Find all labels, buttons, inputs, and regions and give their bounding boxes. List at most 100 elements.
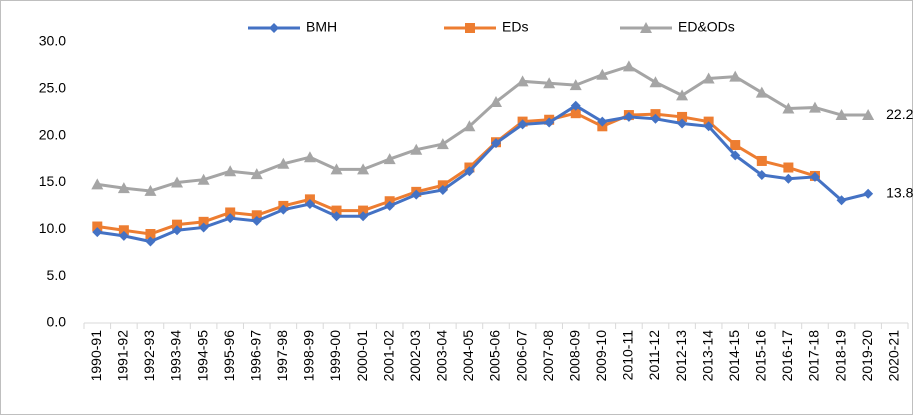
x-tick-label: 1998-99 [301, 330, 317, 382]
point [836, 195, 847, 206]
x-tick-label: 2002-03 [407, 330, 423, 382]
point [437, 184, 448, 195]
legend-label: EDs [502, 19, 528, 35]
x-tick-label: 2016-17 [779, 330, 795, 382]
x-tick-label: 2008-09 [566, 330, 582, 382]
y-tick-label: 10.0 [39, 220, 66, 236]
point [490, 95, 502, 107]
x-tick-label: 1991-92 [115, 330, 131, 382]
point [92, 221, 103, 232]
y-tick-label: 20.0 [39, 126, 66, 142]
point [544, 117, 555, 128]
x-tick-label: 2019-20 [859, 330, 875, 382]
x-tick-label: 2006-07 [513, 330, 529, 382]
x-tick-label: 2005-06 [487, 330, 503, 382]
point [783, 162, 794, 173]
point [225, 207, 236, 218]
x-tick-label: 2017-18 [806, 330, 822, 382]
point [358, 211, 369, 222]
point [198, 222, 209, 233]
legend-marker [465, 23, 475, 33]
point [622, 60, 635, 72]
point [650, 113, 661, 124]
point [117, 182, 130, 194]
point [145, 236, 156, 247]
point [357, 163, 370, 175]
x-tick-label: 2015-16 [753, 330, 769, 382]
point [517, 119, 528, 130]
point [224, 165, 237, 177]
point [250, 168, 263, 180]
x-tick-label: 2004-05 [460, 330, 476, 382]
point [411, 189, 422, 200]
point [729, 70, 742, 82]
point [436, 138, 449, 150]
point [730, 150, 741, 161]
point [144, 184, 157, 196]
x-tick-label: 1992-93 [141, 330, 157, 382]
point [596, 68, 609, 80]
legend-label: ED&ODs [678, 19, 735, 35]
point [835, 109, 848, 121]
point [118, 225, 129, 236]
point [118, 230, 129, 241]
point [863, 188, 874, 199]
x-tick-label: 2011-12 [646, 330, 662, 381]
x-tick-label: 2012-13 [673, 330, 689, 382]
point [463, 120, 476, 132]
legend-label: BMH [306, 19, 337, 35]
point [303, 151, 316, 163]
point [278, 204, 289, 215]
point [756, 155, 767, 166]
point [172, 219, 183, 230]
point [570, 100, 581, 111]
point [677, 111, 688, 122]
x-tick-label: 1995-96 [221, 330, 237, 382]
point [198, 216, 209, 227]
point [331, 211, 342, 222]
point [384, 200, 395, 211]
data-label: 13.8 [886, 184, 913, 200]
point [225, 213, 236, 224]
x-tick-label: 2003-04 [434, 330, 450, 382]
x-tick-label: 2001-02 [380, 330, 396, 382]
point [464, 166, 475, 177]
point [251, 210, 262, 221]
point [516, 75, 529, 87]
point [543, 77, 556, 89]
x-tick-label: 2018-19 [832, 330, 848, 382]
point [703, 121, 714, 132]
y-tick-label: 30.0 [39, 33, 66, 49]
point [809, 171, 820, 182]
x-tick-label: 1990-91 [88, 330, 104, 382]
point [358, 205, 369, 216]
series: 22.2 [91, 60, 914, 196]
x-tick-label: 2013-14 [699, 330, 715, 382]
x-tick-label: 1994-95 [194, 330, 210, 382]
point [862, 109, 875, 121]
point [172, 225, 183, 236]
x-tick-label: 2000-01 [354, 330, 370, 382]
point [623, 111, 634, 122]
point [756, 170, 767, 181]
series-line [97, 103, 869, 244]
point [91, 178, 104, 190]
point [331, 205, 342, 216]
point [330, 163, 343, 175]
x-tick-label: 2009-10 [593, 330, 609, 382]
x-tick-label: 1999-00 [327, 330, 343, 382]
point [569, 79, 582, 91]
x-tick-label: 1993-94 [168, 330, 184, 382]
point [702, 72, 715, 84]
y-tick-label: 5.0 [47, 267, 67, 283]
point [676, 89, 689, 101]
legend-marker [269, 23, 279, 33]
point [808, 101, 821, 113]
series-line [97, 111, 816, 236]
point [197, 173, 210, 185]
data-label: 22.2 [886, 106, 913, 122]
point [145, 229, 156, 240]
y-tick-label: 0.0 [47, 314, 67, 330]
x-tick-label: 2020-21 [885, 330, 901, 382]
